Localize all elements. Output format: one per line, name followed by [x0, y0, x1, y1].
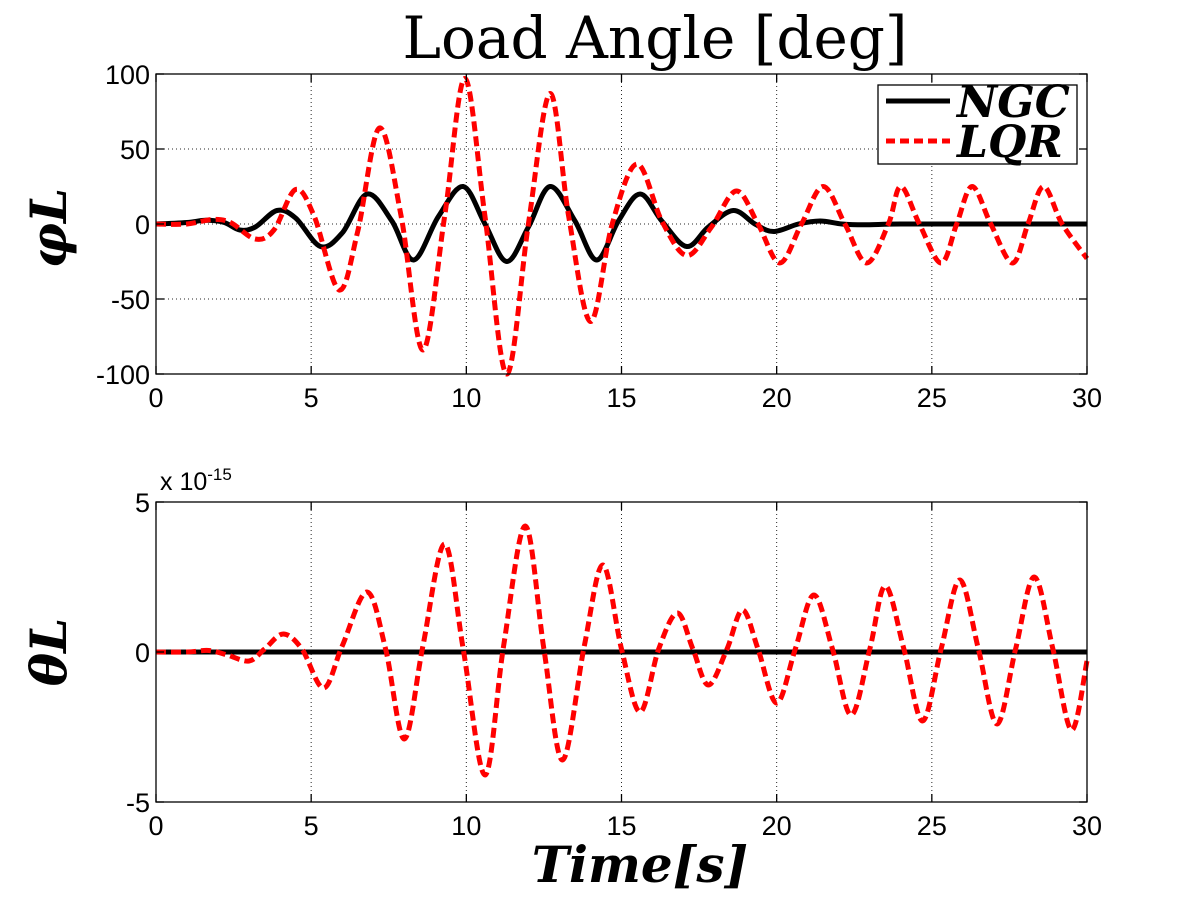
figure-title: Load Angle [deg]	[402, 4, 907, 72]
bottom-xtick-label: 5	[304, 811, 319, 841]
top-xtick-label: 30	[1072, 383, 1102, 413]
top-xtick-label: 15	[606, 383, 636, 413]
top-ytick-label: 100	[105, 60, 150, 90]
top-series-ngc	[155, 184, 1087, 264]
top-ytick-label: -100	[96, 360, 150, 390]
top-ylabel: φL	[19, 188, 78, 268]
bottom-xtick-label: 0	[148, 811, 163, 841]
bottom-series	[155, 523, 1090, 778]
bottom-y-exponent: x 10-15	[160, 465, 232, 496]
plot-theta-l: 0 5 10 15 20 25 30-505 θL x 10-15	[19, 465, 1102, 841]
bottom-ytick-label: -5	[126, 788, 150, 818]
top-ytick-label: 50	[120, 135, 150, 165]
x-axis-label: Time[s]	[532, 835, 748, 894]
top-ytick-label: -50	[111, 285, 150, 315]
top-ytick-label: 0	[135, 210, 150, 240]
bottom-xtick-label: 15	[606, 811, 636, 841]
top-xtick-label: 0	[148, 383, 163, 413]
bottom-ytick-label: 5	[135, 488, 150, 518]
bottom-xtick-label: 10	[451, 811, 481, 841]
bottom-xtick-label: 25	[917, 811, 947, 841]
legend-box	[877, 84, 1078, 165]
bottom-ylabel: θL	[19, 618, 78, 687]
bottom-y-exponent-power: -15	[207, 465, 232, 484]
plot-phi-l: 0 5 10 15 20 25 30 -100 -50 0 50 100 φL NGC LQR	[19, 60, 1102, 413]
bottom-series-lqr	[155, 523, 1090, 778]
top-ticks: 0 5 10 15 20 25 30 -100 -50 0 50 100	[96, 60, 1102, 413]
bottom-y-exponent-base: x 10	[160, 468, 207, 496]
top-xtick-label: 25	[917, 383, 947, 413]
top-xtick-label: 5	[304, 383, 319, 413]
bottom-ytick-label: 0	[135, 638, 150, 668]
legend-label-ngc: NGC	[955, 77, 1070, 128]
legend-label-lqr: LQR	[955, 117, 1063, 168]
top-xtick-label: 20	[762, 383, 792, 413]
bottom-ticks: 0 5 10 15 20 25 30-505	[126, 488, 1102, 841]
top-series	[155, 76, 1090, 377]
top-xtick-label: 10	[451, 383, 481, 413]
bottom-xtick-label: 20	[762, 811, 792, 841]
legend: NGC LQR	[877, 77, 1078, 168]
top-series-lqr	[155, 76, 1090, 377]
bottom-xtick-label: 30	[1072, 811, 1102, 841]
